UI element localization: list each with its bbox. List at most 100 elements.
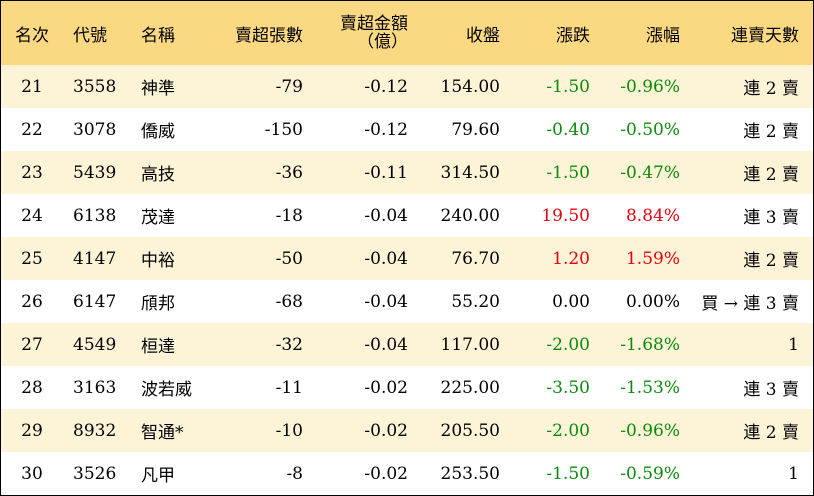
cell-close: 79.60	[451, 119, 500, 140]
cell-name: 凡甲	[141, 466, 175, 486]
cell-sell-lots: -10	[275, 420, 303, 441]
cell-change: -1.50	[546, 76, 590, 97]
table-row[interactable]: 27 4549 桓達 -32 -0.04 117.00 -2.00 -1.68% 1	[1, 323, 813, 366]
cell-sell-lots: -18	[275, 205, 303, 226]
table-body: 21 3558 神準 -79 -0.12 154.00 -1.50 -0.96% 連 2 賣 22…	[1, 65, 813, 495]
cell-name: 神準	[141, 79, 175, 99]
cell-close: 76.70	[451, 248, 500, 269]
cell-rank: 26	[21, 291, 43, 312]
cell-change-pct: 8.84%	[625, 205, 680, 226]
cell-change: 19.50	[541, 205, 590, 226]
cell-sell-lots: -50	[275, 248, 303, 269]
cell-change-pct: -0.96%	[620, 76, 680, 97]
table-row[interactable]: 22 3078 僑威 -150 -0.12 79.60 -0.40 -0.50% 連 2 賣	[1, 108, 813, 151]
cell-sell-lots: -32	[275, 334, 303, 355]
cell-code: 5439	[73, 162, 117, 183]
cell-change-pct: -0.96%	[620, 420, 680, 441]
cell-code: 8932	[73, 420, 117, 441]
cell-code: 3078	[73, 119, 117, 140]
cell-change: -0.40	[546, 119, 590, 140]
cell-sell-amount: -0.04	[364, 334, 408, 355]
cell-consecutive-days: 連 2 賣	[743, 165, 799, 185]
table-row[interactable]: 25 4147 中裕 -50 -0.04 76.70 1.20 1.59% 連 2 賣	[1, 237, 813, 280]
cell-sell-amount: -0.02	[364, 420, 408, 441]
table-row[interactable]: 28 3163 波若威 -11 -0.02 225.00 -3.50 -1.53% 連 3 賣	[1, 366, 813, 409]
cell-sell-amount: -0.04	[364, 205, 408, 226]
cell-rank: 28	[21, 377, 43, 398]
cell-name: 頎邦	[141, 294, 175, 314]
cell-name: 高技	[141, 165, 175, 185]
cell-sell-amount: -0.02	[364, 377, 408, 398]
cell-change: -3.50	[546, 377, 590, 398]
cell-change-pct: -0.59%	[620, 463, 680, 484]
cell-rank: 27	[21, 334, 43, 355]
cell-code: 4549	[73, 334, 117, 355]
header-name[interactable]: 名稱	[141, 25, 175, 46]
cell-sell-lots: -79	[275, 76, 303, 97]
cell-code: 3558	[73, 76, 117, 97]
cell-change: -1.50	[546, 162, 590, 183]
cell-code: 6147	[73, 291, 117, 312]
cell-change-pct: 0.00%	[625, 291, 680, 312]
header-sell-lots[interactable]: 賣超張數	[235, 25, 303, 46]
cell-rank: 22	[21, 119, 43, 140]
cell-sell-lots: -36	[275, 162, 303, 183]
header-sell-amount-line2: （億）	[357, 32, 408, 52]
header-sell-amount[interactable]: 賣超金額 （億）	[309, 1, 412, 65]
cell-rank: 29	[21, 420, 43, 441]
header-consecutive-days[interactable]: 連賣天數	[731, 25, 799, 46]
cell-rank: 30	[21, 463, 43, 484]
cell-consecutive-days: 買 → 連 3 賣	[701, 294, 799, 314]
cell-consecutive-days: 連 3 賣	[743, 380, 799, 400]
header-rank[interactable]: 名次	[15, 25, 49, 46]
cell-change-pct: -1.53%	[620, 377, 680, 398]
header-row: 名次 代號 名稱 賣超張數 賣超金額 （億） 收盤 漲跌 漲幅 連賣天數	[1, 1, 813, 65]
table-row[interactable]: 21 3558 神準 -79 -0.12 154.00 -1.50 -0.96% 連 2 賣	[1, 65, 813, 108]
header-change-pct[interactable]: 漲幅	[646, 25, 680, 46]
cell-consecutive-days: 連 2 賣	[743, 79, 799, 99]
cell-name: 茂達	[141, 208, 175, 228]
cell-code: 6138	[73, 205, 117, 226]
header-code[interactable]: 代號	[73, 25, 107, 46]
cell-change: -1.50	[546, 463, 590, 484]
cell-name: 中裕	[141, 251, 175, 271]
cell-name: 桓達	[141, 337, 175, 357]
cell-change: 0.00	[552, 291, 590, 312]
cell-close: 240.00	[440, 205, 500, 226]
table-row[interactable]: 26 6147 頎邦 -68 -0.04 55.20 0.00 0.00% 買 → 連 3 賣	[1, 280, 813, 323]
cell-consecutive-days: 1	[788, 334, 799, 355]
cell-sell-amount: -0.02	[364, 463, 408, 484]
cell-sell-amount: -0.04	[364, 291, 408, 312]
cell-sell-amount: -0.11	[364, 162, 408, 183]
cell-close: 225.00	[440, 377, 500, 398]
cell-sell-lots: -68	[275, 291, 303, 312]
table-row[interactable]: 29 8932 智通* -10 -0.02 205.50 -2.00 -0.96% 連 2 賣	[1, 409, 813, 452]
cell-code: 3163	[73, 377, 117, 398]
cell-close: 314.50	[440, 162, 500, 183]
cell-name: 僑威	[141, 122, 175, 142]
cell-consecutive-days: 連 2 賣	[743, 423, 799, 443]
header-change[interactable]: 漲跌	[556, 25, 590, 46]
cell-change-pct: -0.50%	[620, 119, 680, 140]
cell-close: 55.20	[451, 291, 500, 312]
table-row[interactable]: 24 6138 茂達 -18 -0.04 240.00 19.50 8.84% 連 3 賣	[1, 194, 813, 237]
cell-change-pct: 1.59%	[625, 248, 680, 269]
cell-sell-amount: -0.04	[364, 248, 408, 269]
cell-close: 205.50	[440, 420, 500, 441]
cell-change: 1.20	[552, 248, 590, 269]
cell-name: 智通*	[141, 423, 184, 443]
cell-sell-amount: -0.12	[364, 76, 408, 97]
header-sell-amount-line1: 賣超金額	[340, 14, 408, 34]
cell-code: 4147	[73, 248, 117, 269]
cell-change-pct: -0.47%	[620, 162, 680, 183]
header-close[interactable]: 收盤	[466, 25, 500, 46]
cell-consecutive-days: 連 2 賣	[743, 251, 799, 271]
cell-sell-lots: -11	[275, 377, 303, 398]
table-row[interactable]: 30 3526 凡甲 -8 -0.02 253.50 -1.50 -0.59% 1	[1, 452, 813, 495]
cell-sell-lots: -8	[286, 463, 303, 484]
cell-rank: 21	[21, 76, 43, 97]
table-row[interactable]: 23 5439 高技 -36 -0.11 314.50 -1.50 -0.47% 連 2 賣	[1, 151, 813, 194]
cell-consecutive-days: 連 2 賣	[743, 122, 799, 142]
